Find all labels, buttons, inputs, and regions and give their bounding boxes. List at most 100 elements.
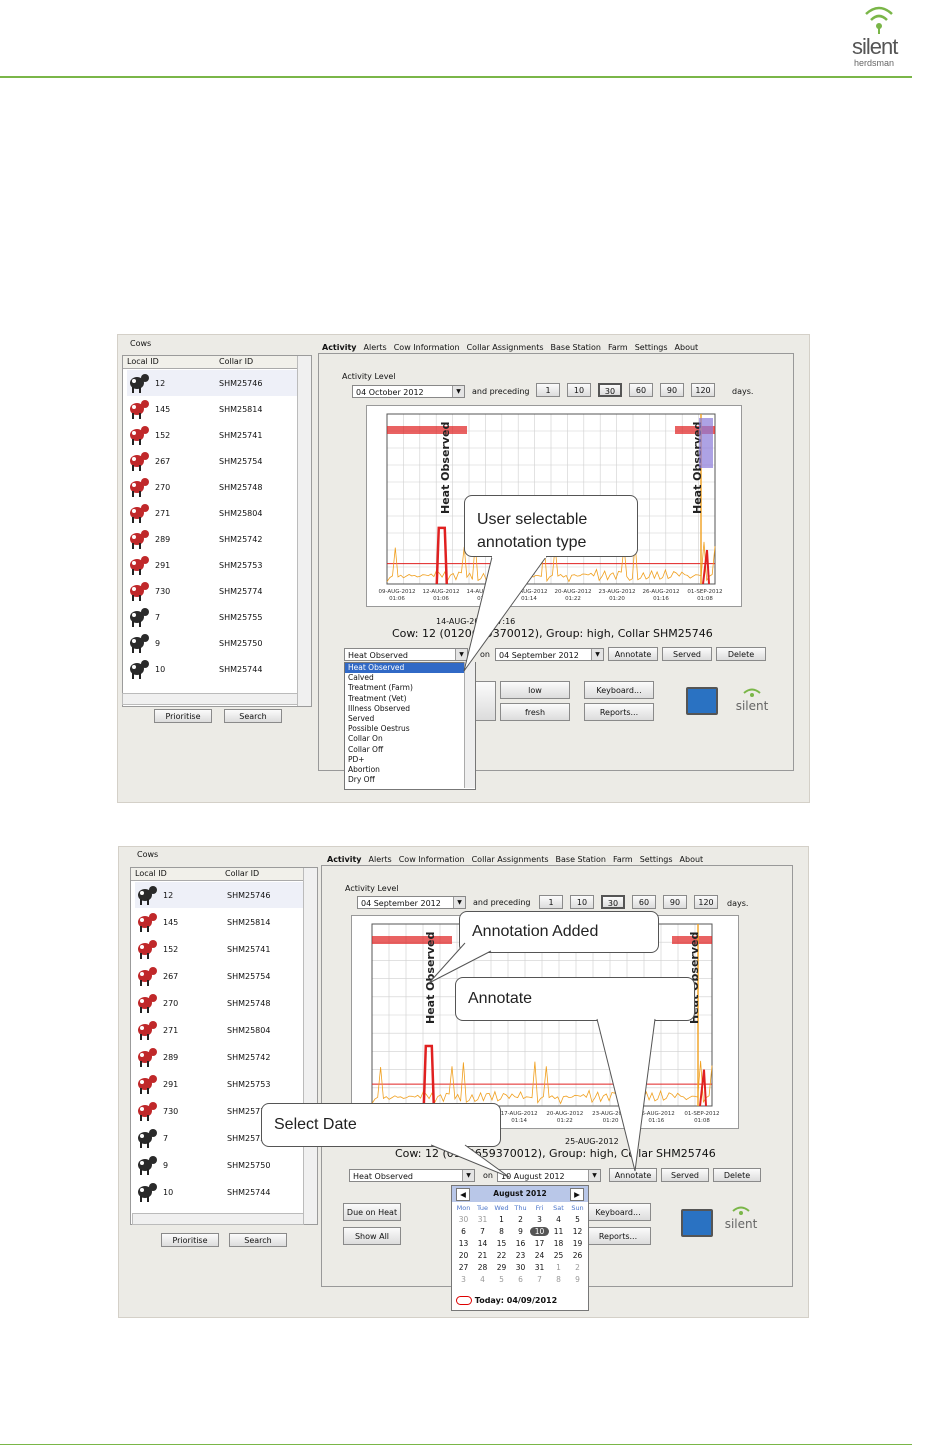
cow-row[interactable]: 270 SHM25748 [127, 474, 297, 500]
prioritise-button[interactable]: Prioritise [161, 1233, 219, 1247]
cow-row[interactable]: 7 SHM25755 [127, 604, 297, 630]
cow-row[interactable]: 291 SHM25753 [135, 1071, 305, 1097]
calendar-day[interactable]: 19 [572, 1239, 583, 1248]
calendar-day[interactable]: 15 [496, 1239, 507, 1248]
cow-row[interactable]: 271 SHM25804 [135, 1017, 305, 1043]
calendar-day[interactable]: 10 [530, 1227, 549, 1236]
annotation-type-select[interactable]: Heat Observed ▼ [344, 648, 468, 661]
prioritise-button[interactable]: Prioritise [154, 709, 212, 723]
cow-row[interactable]: 271 SHM25804 [127, 500, 297, 526]
day-range-button[interactable]: 10 [570, 895, 594, 909]
prev-month-button[interactable]: ◀ [456, 1188, 470, 1201]
calendar-day[interactable]: 9 [575, 1275, 580, 1284]
annotation-date-select[interactable]: 04 September 2012 ▼ [495, 648, 604, 661]
day-range-button[interactable]: 90 [663, 895, 687, 909]
calendar-day[interactable]: 31 [534, 1263, 545, 1272]
col-collar-id[interactable]: Collar ID [225, 869, 260, 878]
calendar-day[interactable]: 6 [461, 1227, 466, 1236]
calendar-day[interactable]: 7 [537, 1275, 542, 1284]
tab-settings[interactable]: Settings [639, 855, 673, 864]
tab-base-station[interactable]: Base Station [555, 855, 606, 864]
calendar-day[interactable]: 5 [575, 1215, 580, 1224]
keyboard-button[interactable]: Keyboard... [584, 681, 654, 699]
tab-about[interactable]: About [674, 343, 699, 352]
col-local-id[interactable]: Local ID [127, 357, 159, 366]
cow-row[interactable]: 267 SHM25754 [135, 963, 305, 989]
calendar-day[interactable]: 2 [518, 1215, 523, 1224]
calendar-day[interactable]: 11 [553, 1227, 564, 1236]
cow-row[interactable]: 152 SHM25741 [127, 422, 297, 448]
tab-settings[interactable]: Settings [634, 343, 668, 352]
cow-row[interactable]: 7 SHM25755 [135, 1125, 305, 1151]
tab-cow-information[interactable]: Cow Information [398, 855, 465, 864]
day-range-button[interactable]: 60 [629, 383, 653, 397]
day-range-button[interactable]: 30 [601, 895, 625, 909]
date-select[interactable]: 04 October 2012 ▼ [352, 385, 465, 398]
dropdown-option[interactable]: Dry Off [348, 775, 375, 785]
calendar-day[interactable]: 21 [477, 1251, 488, 1260]
calendar-day[interactable]: 23 [515, 1251, 526, 1260]
calendar-day[interactable]: 3 [461, 1275, 466, 1284]
low-button[interactable]: low [500, 681, 570, 699]
dropdown-option[interactable]: Illness Observed [348, 703, 411, 713]
day-range-button[interactable]: 120 [694, 895, 718, 909]
calendar-day[interactable]: 24 [534, 1251, 545, 1260]
day-range-button[interactable]: 1 [539, 895, 563, 909]
tab-collar-assignments[interactable]: Collar Assignments [471, 855, 549, 864]
cow-row[interactable]: 10 SHM25744 [127, 656, 297, 682]
cow-row[interactable]: 152 SHM25741 [135, 936, 305, 962]
calendar-day[interactable]: 27 [458, 1263, 469, 1272]
calendar-today[interactable]: Today: 04/09/2012 [456, 1296, 557, 1305]
dropdown-option[interactable]: Collar On [348, 734, 383, 744]
calendar-day[interactable]: 7 [480, 1227, 485, 1236]
calendar-day[interactable]: 4 [480, 1275, 485, 1284]
cow-row[interactable]: 267 SHM25754 [127, 448, 297, 474]
delete-button[interactable]: Delete [713, 1168, 761, 1182]
calendar-day[interactable]: 30 [458, 1215, 469, 1224]
col-collar-id[interactable]: Collar ID [219, 357, 254, 366]
calendar-day[interactable]: 25 [553, 1251, 564, 1260]
tab-farm[interactable]: Farm [613, 855, 633, 864]
fresh-button[interactable]: fresh [500, 703, 570, 721]
calendar-day[interactable]: 16 [515, 1239, 526, 1248]
tab-collar-assignments[interactable]: Collar Assignments [466, 343, 544, 352]
calendar-day[interactable]: 3 [537, 1215, 542, 1224]
dropdown-option[interactable]: Possible Oestrus [348, 724, 410, 734]
cow-row[interactable]: 12 SHM25746 [127, 370, 297, 396]
calendar-day[interactable]: 8 [556, 1275, 561, 1284]
cow-row[interactable]: 10 SHM25744 [135, 1179, 305, 1205]
calendar-day[interactable]: 5 [499, 1275, 504, 1284]
cow-row[interactable]: 12 SHM25746 [135, 882, 305, 908]
day-range-button[interactable]: 1 [536, 383, 560, 397]
search-button[interactable]: Search [229, 1233, 287, 1247]
cow-row[interactable]: 291 SHM25753 [127, 552, 297, 578]
show-all-button[interactable]: Show All [343, 1227, 401, 1245]
calendar-day[interactable]: 17 [534, 1239, 545, 1248]
cow-row[interactable]: 730 SHM25774 [135, 1098, 305, 1124]
calendar-day[interactable]: 31 [477, 1215, 488, 1224]
served-button[interactable]: Served [662, 647, 712, 661]
cows-vscroll[interactable] [297, 356, 311, 706]
calendar-day[interactable]: 20 [458, 1251, 469, 1260]
calendar-day[interactable]: 8 [499, 1227, 504, 1236]
annotation-type-select[interactable]: Heat Observed ▼ [349, 1169, 475, 1182]
calendar-day[interactable]: 9 [518, 1227, 523, 1236]
calendar-day[interactable]: 22 [496, 1251, 507, 1260]
col-local-id[interactable]: Local ID [135, 869, 167, 878]
dropdown-option[interactable]: Collar Off [348, 744, 384, 754]
dropdown-option[interactable]: Treatment (Farm) [348, 683, 413, 693]
calendar-day[interactable]: 30 [515, 1263, 526, 1272]
date-select[interactable]: 04 September 2012 ▼ [357, 896, 466, 909]
calendar-day[interactable]: 12 [572, 1227, 583, 1236]
calendar-day[interactable]: 6 [518, 1275, 523, 1284]
tab-about[interactable]: About [679, 855, 704, 864]
calendar-day[interactable]: 18 [553, 1239, 564, 1248]
annotate-button[interactable]: Annotate [608, 647, 658, 661]
calendar-day[interactable]: 28 [477, 1263, 488, 1272]
monitor-icon[interactable] [681, 1209, 713, 1237]
reports-button[interactable]: Reports... [584, 703, 654, 721]
calendar-day[interactable]: 1 [556, 1263, 561, 1272]
annotation-type-dropdown[interactable]: Heat Observed Calved Treatment (Farm) Treat… [344, 662, 476, 790]
cow-row[interactable]: 730 SHM25774 [127, 578, 297, 604]
calendar-day[interactable]: 1 [499, 1215, 504, 1224]
